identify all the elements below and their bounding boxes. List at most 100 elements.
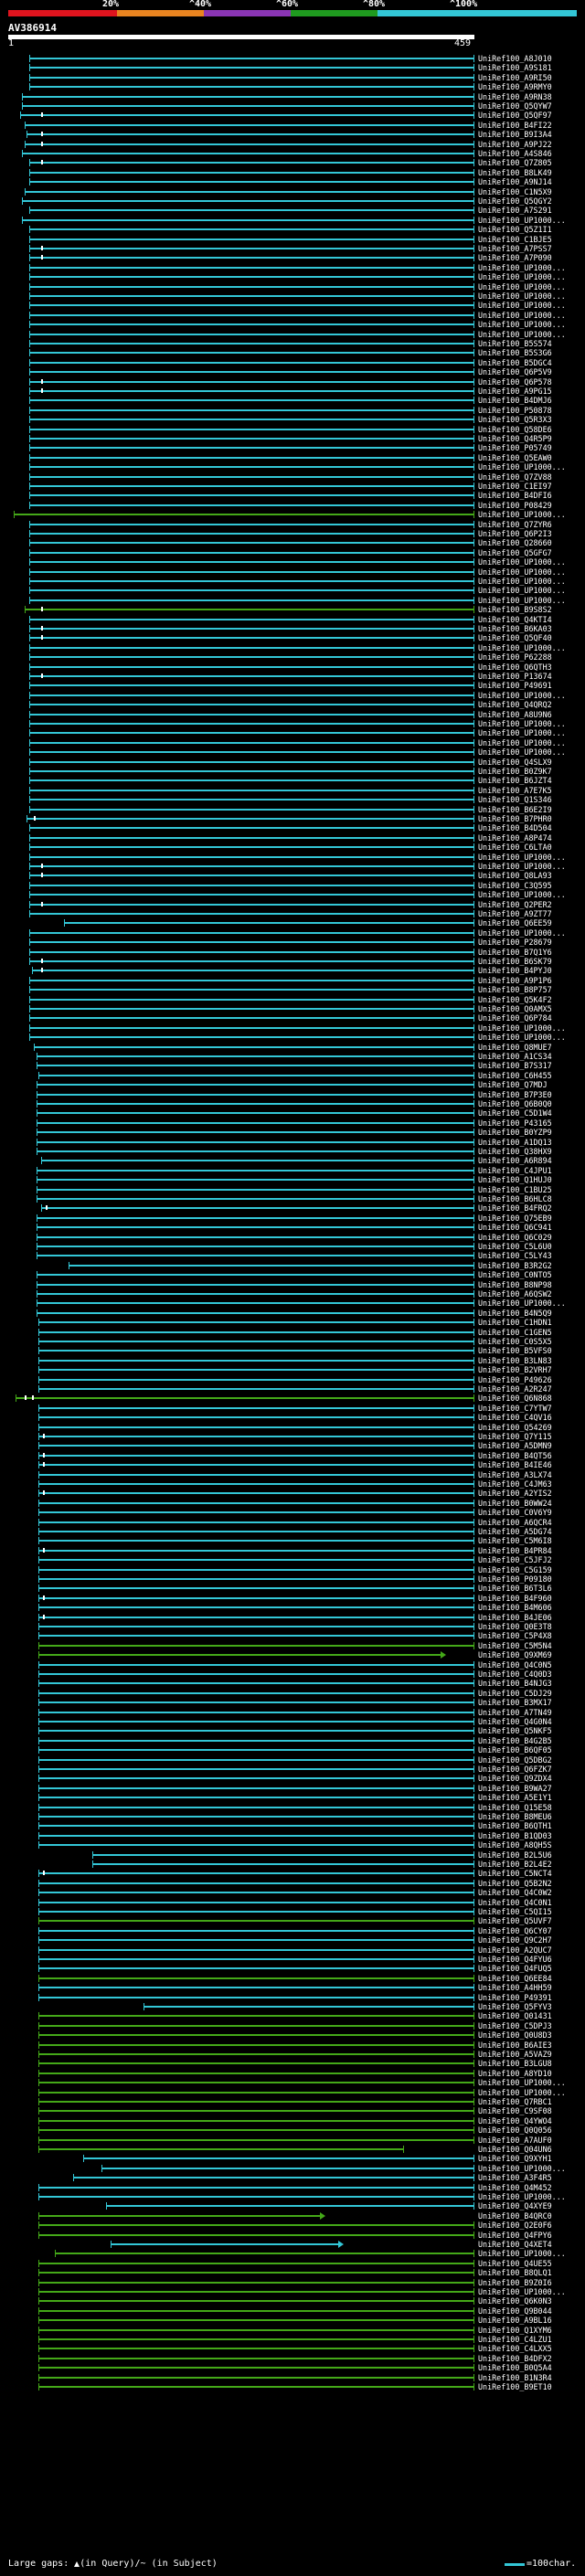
hit-label[interactable]: UniRef100_C6H455 [478, 1070, 552, 1080]
hit-label[interactable]: UniRef100_B6AIE3 [478, 2040, 552, 2050]
hit-label[interactable]: UniRef100_P05749 [478, 443, 552, 453]
hit-label[interactable]: UniRef100_A9RI50 [478, 72, 552, 82]
hit-label[interactable]: UniRef100_C5DJ29 [478, 1688, 552, 1698]
hit-label[interactable]: UniRef100_Q6P784 [478, 1013, 552, 1023]
hit-label[interactable]: UniRef100_A6R894 [478, 1156, 552, 1166]
hit-label[interactable]: UniRef100_C1GEN5 [478, 1327, 552, 1337]
hit-label[interactable]: UniRef100_UP1000... [478, 2078, 566, 2088]
hit-label[interactable]: UniRef100_Q6P2I3 [478, 529, 552, 538]
hit-label[interactable]: UniRef100_UP1000... [478, 2192, 566, 2201]
hit-label[interactable]: UniRef100_UP1000... [478, 329, 566, 339]
hit-label[interactable]: UniRef100_A6QCR4 [478, 1517, 552, 1527]
hit-label[interactable]: UniRef100_B4F960 [478, 1593, 552, 1603]
hit-label[interactable]: UniRef100_B3MX17 [478, 1698, 552, 1708]
hit-label[interactable]: UniRef100_A8P474 [478, 832, 552, 843]
hit-label[interactable]: UniRef100_B7Q1Y6 [478, 947, 552, 957]
hit-label[interactable]: UniRef100_A7S291 [478, 206, 552, 216]
hit-label[interactable]: UniRef100_C0NTO5 [478, 1270, 552, 1280]
hit-label[interactable]: UniRef100_Q4G0N4 [478, 1717, 552, 1726]
hit-label[interactable]: UniRef100_B6SK79 [478, 957, 552, 966]
hit-label[interactable]: UniRef100_Q2PER2 [478, 899, 552, 909]
hit-label[interactable]: UniRef100_B8MEU6 [478, 1812, 552, 1821]
hit-label[interactable]: UniRef100_C9SF08 [478, 2106, 552, 2116]
hit-label[interactable]: UniRef100_B4M606 [478, 1603, 552, 1613]
hit-label[interactable]: UniRef100_B4FI22 [478, 120, 552, 130]
hit-label[interactable]: UniRef100_Q5K4F2 [478, 994, 552, 1004]
hit-label[interactable]: UniRef100_Q4C0N5 [478, 1659, 552, 1670]
hit-label[interactable]: UniRef100_P08429 [478, 500, 552, 510]
hit-label[interactable]: UniRef100_UP1000... [478, 301, 566, 311]
hit-label[interactable]: UniRef100_B4D504 [478, 823, 552, 833]
hit-label[interactable]: UniRef100_C4Q0D3 [478, 1670, 552, 1679]
hit-label[interactable]: UniRef100_Q6P5V9 [478, 367, 552, 377]
hit-label[interactable]: UniRef100_Q15E58 [478, 1802, 552, 1812]
hit-label[interactable]: UniRef100_A1CS34 [478, 1052, 552, 1061]
hit-label[interactable]: UniRef100_UP1000... [478, 557, 566, 567]
hit-label[interactable]: UniRef100_UP1000... [478, 747, 566, 758]
hit-label[interactable]: UniRef100_B5S3G6 [478, 348, 552, 358]
hit-label[interactable]: UniRef100_B3LGU8 [478, 2059, 552, 2069]
hit-label[interactable]: UniRef100_B7P3E0 [478, 1089, 552, 1099]
hit-label[interactable]: UniRef100_Q6C941 [478, 1223, 552, 1233]
hit-label[interactable]: UniRef100_Q4FYU6 [478, 1955, 552, 1964]
hit-label[interactable]: UniRef100_A9ZT77 [478, 909, 552, 918]
hit-label[interactable]: UniRef100_A5DG74 [478, 1527, 552, 1536]
hit-label[interactable]: UniRef100_B4N5Q9 [478, 1308, 552, 1318]
hit-label[interactable]: UniRef100_Q5QF97 [478, 111, 552, 121]
hit-label[interactable]: UniRef100_B6QF05 [478, 1745, 552, 1755]
hit-label[interactable]: UniRef100_C4LZU1 [478, 2335, 552, 2344]
hit-label[interactable]: UniRef100_A5E1Y1 [478, 1793, 552, 1803]
hit-label[interactable]: UniRef100_Q2E0F6 [478, 2221, 552, 2231]
hit-label[interactable]: UniRef100_B4DMJ6 [478, 396, 552, 406]
hit-label[interactable]: UniRef100_UP1000... [478, 595, 566, 605]
hit-label[interactable]: UniRef100_Q4C0W2 [478, 1888, 552, 1898]
hit-label[interactable]: UniRef100_UP1000... [478, 1023, 566, 1033]
hit-label[interactable]: UniRef100_Q8MUE7 [478, 1042, 552, 1052]
hit-label[interactable]: UniRef100_C1HDN1 [478, 1318, 552, 1328]
hit-label[interactable]: UniRef100_UP1000... [478, 2249, 566, 2259]
hit-label[interactable]: UniRef100_P43165 [478, 1118, 552, 1128]
hit-label[interactable]: UniRef100_P49391 [478, 1992, 552, 2002]
hit-label[interactable]: UniRef100_Q0AMX5 [478, 1004, 552, 1013]
hit-label[interactable]: UniRef100_Q54269 [478, 1422, 552, 1432]
hit-label[interactable]: UniRef100_B5VFS0 [478, 1346, 552, 1356]
hit-label[interactable]: UniRef100_Q7ZYR6 [478, 519, 552, 529]
hit-label[interactable]: UniRef100_A9PJ22 [478, 139, 552, 149]
hit-label[interactable]: UniRef100_C5M5N4 [478, 1640, 552, 1650]
hit-label[interactable]: UniRef100_A8QH5S [478, 1840, 552, 1850]
hit-label[interactable]: UniRef100_Q7Y115 [478, 1432, 552, 1441]
hit-label[interactable]: UniRef100_A3LX74 [478, 1469, 552, 1479]
hit-label[interactable]: UniRef100_UP1000... [478, 292, 566, 301]
hit-label[interactable]: UniRef100_Q4M452 [478, 2182, 552, 2192]
hit-label[interactable]: UniRef100_C7YTW7 [478, 1403, 552, 1413]
hit-label[interactable]: UniRef100_Q4KTI4 [478, 614, 552, 624]
hit-label[interactable]: UniRef100_UP1000... [478, 928, 566, 938]
hit-label[interactable]: UniRef100_A9RMY0 [478, 82, 552, 92]
hit-label[interactable]: UniRef100_UP1000... [478, 642, 566, 652]
hit-label[interactable]: UniRef100_UP1000... [478, 577, 566, 586]
hit-label[interactable]: UniRef100_Q9C2H7 [478, 1935, 552, 1945]
hit-label[interactable]: UniRef100_Q6P578 [478, 376, 552, 387]
hit-label[interactable]: UniRef100_C1BU25 [478, 1184, 552, 1194]
hit-label[interactable]: UniRef100_Q28660 [478, 538, 552, 548]
hit-label[interactable]: UniRef100_B6E2I9 [478, 804, 552, 814]
hit-label[interactable]: UniRef100_Q6B0Q0 [478, 1099, 552, 1108]
hit-label[interactable]: UniRef100_B4FRQ2 [478, 1203, 552, 1214]
hit-label[interactable]: UniRef100_B8LK49 [478, 167, 552, 177]
hit-label[interactable]: UniRef100_A8U9N6 [478, 709, 552, 719]
hit-label[interactable]: UniRef100_B6QTH1 [478, 1821, 552, 1831]
hit-label[interactable]: UniRef100_A9NJ14 [478, 177, 552, 187]
hit-label[interactable]: UniRef100_Q5B2N2 [478, 1878, 552, 1888]
hit-label[interactable]: UniRef100_Q04UN6 [478, 2145, 552, 2154]
hit-label[interactable]: UniRef100_Q4XYE9 [478, 2201, 552, 2211]
hit-label[interactable]: UniRef100_B9Z0I6 [478, 2277, 552, 2287]
hit-label[interactable]: UniRef100_P28679 [478, 938, 552, 948]
hit-label[interactable]: UniRef100_B4PYJ0 [478, 966, 552, 976]
hit-label[interactable]: UniRef100_Q5QGY2 [478, 196, 552, 206]
hit-label[interactable]: UniRef100_B9S8S2 [478, 605, 552, 615]
hit-label[interactable]: UniRef100_Q4SLX9 [478, 757, 552, 767]
hit-label[interactable]: UniRef100_A6QSW2 [478, 1289, 552, 1299]
hit-label[interactable]: UniRef100_A7P090 [478, 253, 552, 263]
hit-label[interactable]: UniRef100_Q6CY07 [478, 1925, 552, 1935]
hit-label[interactable]: UniRef100_Q5EAW0 [478, 452, 552, 462]
